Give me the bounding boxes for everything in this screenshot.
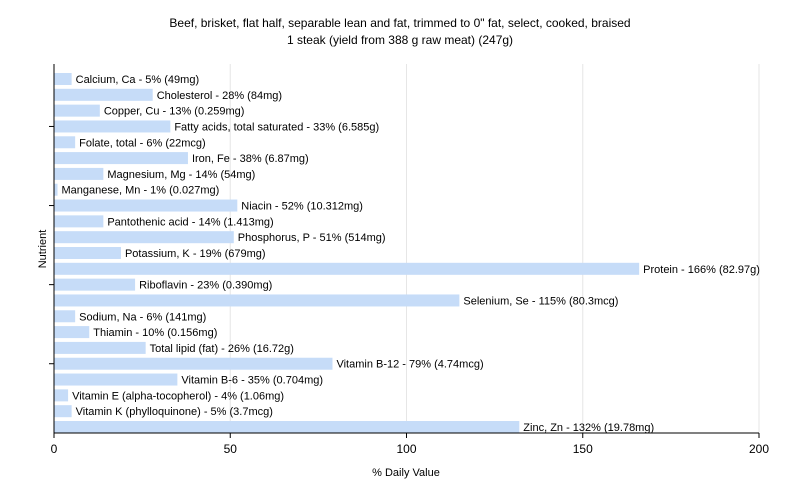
data-label: Protein - 166% (82.97g) bbox=[643, 264, 760, 276]
bar bbox=[54, 73, 72, 85]
bar bbox=[54, 357, 333, 370]
x-tick-label: 0 bbox=[51, 442, 58, 456]
data-label: Pantothenic acid - 14% (1.413mg) bbox=[107, 216, 273, 228]
bar bbox=[54, 389, 69, 402]
x-tick-label: 200 bbox=[749, 442, 769, 456]
bar bbox=[54, 215, 104, 228]
bar bbox=[54, 278, 136, 291]
data-label: Vitamin E (alpha-tocopherol) - 4% (1.06m… bbox=[72, 390, 284, 402]
data-label: Magnesium, Mg - 14% (54mg) bbox=[107, 169, 255, 181]
x-tick-label: 100 bbox=[396, 442, 416, 456]
bar bbox=[54, 421, 520, 433]
bar bbox=[54, 262, 640, 275]
data-label: Vitamin B-12 - 79% (4.74mcg) bbox=[336, 359, 483, 371]
bar bbox=[54, 231, 234, 244]
chart-title: Beef, brisket, flat half, separable lean… bbox=[169, 16, 631, 30]
x-tick-label: 150 bbox=[573, 442, 593, 456]
bar bbox=[54, 104, 100, 117]
grid-lines bbox=[229, 64, 760, 433]
x-axis-label: % Daily Value bbox=[372, 467, 440, 479]
data-label: Calcium, Ca - 5% (49mg) bbox=[76, 74, 199, 86]
bar bbox=[54, 247, 121, 259]
bar bbox=[54, 88, 153, 101]
bar bbox=[54, 373, 178, 386]
data-label: Fatty acids, total saturated - 33% (6.58… bbox=[174, 121, 379, 133]
data-label: Iron, Fe - 38% (6.87mg) bbox=[192, 153, 309, 165]
data-label: Copper, Cu - 13% (0.259mg) bbox=[104, 106, 245, 118]
bar bbox=[54, 405, 72, 418]
data-label: Potassium, K - 19% (679mg) bbox=[125, 248, 266, 260]
bar bbox=[54, 341, 146, 354]
chart-subtitle: 1 steak (yield from 388 g raw meat) (247… bbox=[286, 33, 514, 47]
bar bbox=[54, 294, 460, 307]
bar bbox=[54, 152, 188, 165]
bar bbox=[54, 136, 76, 149]
data-label: Folate, total - 6% (22mcg) bbox=[79, 137, 206, 149]
bars: Calcium, Ca - 5% (49mg) Cholesterol - 28%… bbox=[54, 73, 760, 434]
data-label: Manganese, Mn - 1% (0.027mg) bbox=[62, 185, 220, 197]
bar bbox=[54, 167, 104, 180]
data-label: Vitamin B-6 - 35% (0.704mg) bbox=[181, 375, 323, 387]
data-label: Cholesterol - 28% (84mg) bbox=[157, 90, 282, 102]
data-label: Sodium, Na - 6% (141mg) bbox=[79, 311, 206, 323]
bar bbox=[54, 120, 171, 133]
y-axis-label: Nutrient bbox=[37, 230, 49, 269]
bar bbox=[54, 326, 90, 339]
data-label: Niacin - 52% (10.312mg) bbox=[241, 201, 363, 213]
bar bbox=[54, 199, 238, 212]
data-label: Total lipid (fat) - 26% (16.72g) bbox=[150, 343, 294, 355]
axes: 0 50 100 150 200 bbox=[49, 64, 769, 456]
x-tick-label: 50 bbox=[224, 442, 238, 456]
data-label: Vitamin K (phylloquinone) - 5% (3.7mcg) bbox=[76, 406, 273, 418]
data-label: Zinc, Zn - 132% (19.78mg) bbox=[523, 422, 654, 434]
data-label: Selenium, Se - 115% (80.3mcg) bbox=[463, 295, 618, 307]
bar bbox=[54, 310, 76, 323]
data-label: Phosphorus, P - 51% (514mg) bbox=[238, 232, 386, 244]
data-label: Thiamin - 10% (0.156mg) bbox=[93, 327, 217, 339]
data-label: Riboflavin - 23% (0.390mg) bbox=[139, 280, 272, 292]
bar bbox=[54, 183, 58, 196]
